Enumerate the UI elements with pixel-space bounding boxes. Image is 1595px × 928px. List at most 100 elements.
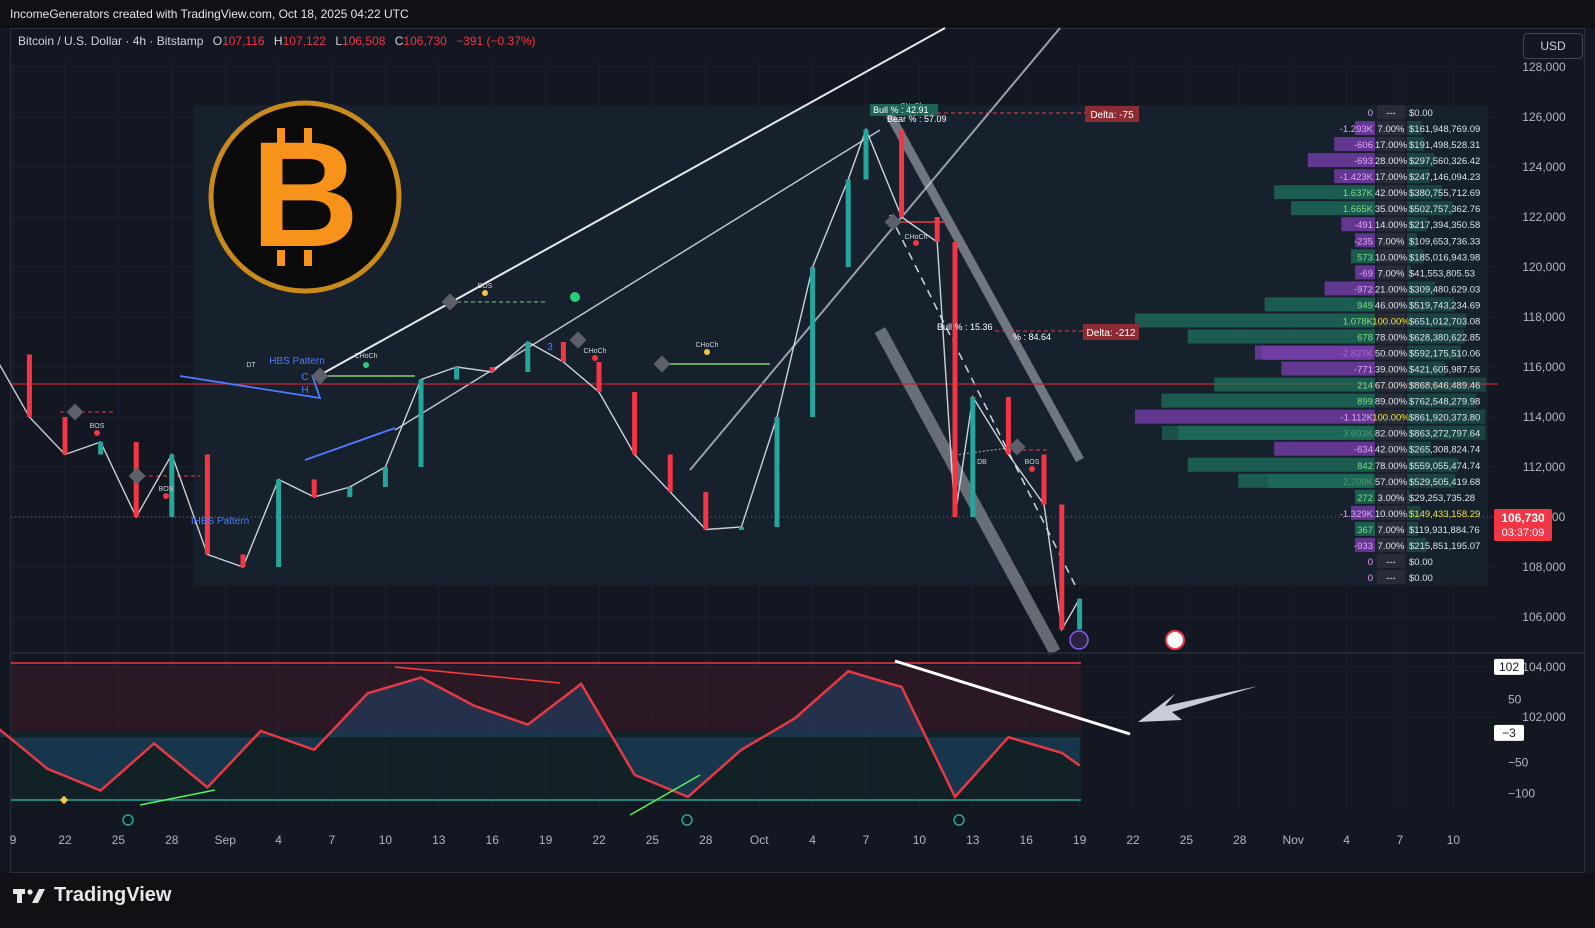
profile-volume: $247,146,094.23 bbox=[1409, 172, 1480, 183]
event-marker-icon bbox=[953, 814, 965, 826]
profile-delta: -235 bbox=[1354, 236, 1373, 247]
price-tick-label: 126,000 bbox=[1522, 110, 1566, 124]
chart-annotation: HBS Pattern bbox=[269, 356, 325, 367]
profile-volume: $421,605,987.56 bbox=[1409, 365, 1480, 376]
delta-box-2 bbox=[1083, 324, 1139, 340]
time-tick-label: 16 bbox=[486, 833, 500, 847]
profile-delta: 949 bbox=[1357, 300, 1373, 311]
bitcoin-logo-stroke-2 bbox=[304, 128, 312, 144]
profile-delta-bar bbox=[1355, 537, 1375, 552]
profile-volume-bar bbox=[1407, 505, 1421, 520]
profile-volume: $628,380,622.85 bbox=[1409, 332, 1480, 343]
swing-diamond-marker bbox=[66, 403, 84, 421]
oscillator-tick-label: −100 bbox=[1508, 787, 1535, 801]
profile-pct-cell bbox=[1377, 249, 1405, 264]
chart-frame bbox=[10, 28, 1585, 873]
overbought-zone bbox=[11, 665, 1081, 732]
profile-pct: 50.00% bbox=[1375, 349, 1408, 360]
profile-volume-bar bbox=[1407, 249, 1424, 264]
bull-pct-header: Bull % : 42.91 bbox=[873, 105, 929, 115]
hbs-pattern-lines bbox=[179, 374, 322, 400]
bitcoin-logo-icon bbox=[208, 100, 402, 294]
profile-pct: 42.00% bbox=[1375, 188, 1408, 199]
price-candle bbox=[952, 242, 958, 517]
time-tick-label: 13 bbox=[432, 833, 446, 847]
change-value: −391 (−0.37%) bbox=[456, 34, 536, 48]
time-tick-label: 10 bbox=[379, 833, 393, 847]
chart-annotation: BOS bbox=[90, 423, 105, 430]
profile-pct: --- bbox=[1386, 573, 1396, 584]
profile-delta: -606 bbox=[1354, 140, 1373, 151]
profile-delta-bar bbox=[1274, 441, 1375, 456]
profile-delta-bar bbox=[1274, 185, 1375, 200]
high-value: 107,122 bbox=[282, 34, 326, 48]
currency-button[interactable]: USD bbox=[1523, 33, 1583, 59]
profile-pct-cell bbox=[1377, 217, 1405, 232]
profile-delta-bar bbox=[1334, 169, 1375, 184]
profile-delta-bar bbox=[1351, 505, 1375, 520]
profile-volume: $161,948,769.09 bbox=[1409, 124, 1480, 135]
profile-pct: 7.00% bbox=[1378, 541, 1405, 552]
time-tick-label: 13 bbox=[966, 833, 980, 847]
profile-delta: -634 bbox=[1354, 445, 1373, 456]
bull-pct-mid: Bull % : 15.36 bbox=[937, 322, 993, 332]
profile-volume: $29,253,735.28 bbox=[1409, 493, 1475, 504]
profile-volume: $109,653,736.33 bbox=[1409, 236, 1480, 247]
swing-diamond-marker bbox=[653, 355, 671, 373]
profile-pct-cell bbox=[1377, 553, 1405, 568]
profile-pct: 17.00% bbox=[1375, 172, 1408, 183]
oscillator-value-tag bbox=[1494, 724, 1524, 741]
profile-volume-bar bbox=[1407, 233, 1417, 248]
profile-delta: -933 bbox=[1354, 541, 1373, 552]
profile-volume: $868,646,489.46 bbox=[1409, 381, 1480, 392]
profile-pct-cell bbox=[1377, 570, 1405, 584]
profile-delta-bar bbox=[1324, 281, 1375, 296]
profile-volume: $651,012,703.08 bbox=[1409, 316, 1480, 327]
chart-annotation: H bbox=[301, 385, 308, 396]
profile-pct-cell bbox=[1377, 281, 1405, 296]
profile-pct-cell bbox=[1377, 425, 1405, 440]
symbol-title: Bitcoin / U.S. Dollar · 4h · Bitstamp bbox=[18, 34, 204, 48]
profile-pct: 28.00% bbox=[1375, 156, 1408, 167]
time-tick-label: 28 bbox=[699, 833, 713, 847]
profile-pct-cell bbox=[1377, 393, 1405, 408]
open-label: O bbox=[212, 34, 223, 48]
price-candle bbox=[934, 217, 940, 242]
time-tick-label: Nov bbox=[1283, 833, 1304, 847]
profile-pct-cell bbox=[1377, 489, 1405, 504]
profile-delta: 0 bbox=[1368, 557, 1373, 568]
profile-delta-bar bbox=[1341, 217, 1375, 232]
event-marker-icon bbox=[122, 814, 134, 826]
profile-delta-bar bbox=[1264, 297, 1375, 312]
profile-volume-bar bbox=[1407, 121, 1422, 136]
price-series-line bbox=[0, 127, 1081, 632]
time-tick-label: 4 bbox=[809, 833, 816, 847]
signal-dot bbox=[704, 349, 710, 355]
profile-wide-bar-1 bbox=[1262, 346, 1372, 360]
profile-volume: $0.00 bbox=[1409, 557, 1433, 568]
profile-volume-bar bbox=[1407, 313, 1467, 328]
profile-pct: 10.00% bbox=[1375, 252, 1408, 263]
profile-volume: $297,560,326.42 bbox=[1409, 156, 1480, 167]
swing-diamond-marker bbox=[441, 293, 459, 311]
profile-volume: $592,175,510.06 bbox=[1409, 349, 1480, 360]
bitcoin-logo-stroke-3 bbox=[277, 250, 285, 266]
profile-pct: --- bbox=[1386, 108, 1396, 119]
profile-pct: 3.00% bbox=[1378, 493, 1405, 504]
profile-pct: 42.00% bbox=[1375, 445, 1408, 456]
price-candle bbox=[738, 527, 744, 530]
profile-volume-bar bbox=[1407, 185, 1442, 200]
profile-delta-bar bbox=[1351, 249, 1375, 264]
price-candle bbox=[560, 342, 566, 362]
delta-box-1 bbox=[1085, 106, 1139, 122]
price-candle bbox=[489, 367, 495, 372]
time-tick-label: 10 bbox=[1447, 833, 1461, 847]
tradingview-brand[interactable]: TradingView bbox=[12, 884, 171, 907]
chart-annotation: CHoCh bbox=[696, 342, 719, 349]
delta-header-2: Delta: -212 bbox=[1087, 328, 1136, 339]
price-tick-label: 112,000 bbox=[1523, 460, 1566, 474]
descending-channel-top bbox=[886, 112, 1084, 463]
profile-volume: $529,505,419.68 bbox=[1409, 477, 1480, 488]
profile-delta: -1.112K bbox=[1340, 413, 1373, 424]
